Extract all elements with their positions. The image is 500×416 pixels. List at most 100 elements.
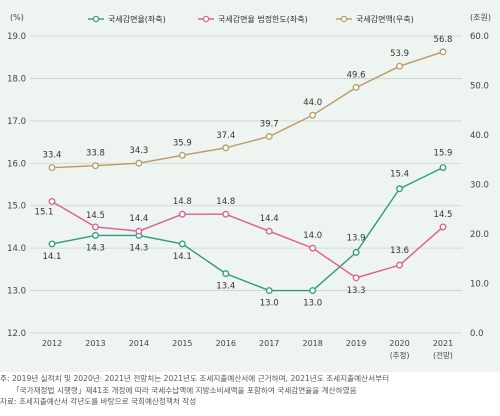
right-axis-tick-label: 20.0 [470,230,489,240]
x-axis-sublabel: (전망) [433,350,453,360]
data-point [222,210,230,218]
x-axis-tick-label: 2018 [302,339,322,348]
data-point [265,133,273,140]
data-point [352,274,360,282]
x-axis-tick-label: 2017 [259,339,279,348]
right-axis-tick-label: 60.0 [470,32,489,42]
right-axis-unit: (조원) [470,13,491,22]
data-point [396,62,404,70]
line-chart: 19.0 18.0 17.0 16.0 15.0 14.0 13.0 12.0 60.0 50.0… [7,13,491,360]
data-label: 14.0 [303,231,322,241]
data-label: 13.6 [390,246,409,256]
x-axis-sublabel: (추정) [390,350,410,360]
x-axis-tick-label: 2019 [346,339,366,348]
data-point [91,162,99,170]
data-label: 14.8 [173,197,192,207]
right-axis-tick-label: 10.0 [470,280,489,290]
data-label: 14.8 [216,197,235,207]
data-point [396,261,404,269]
data-point [222,270,230,278]
data-label: 15.1 [35,207,54,217]
data-label: 34.3 [129,146,148,156]
data-label: 37.4 [216,131,235,141]
data-label: 14.5 [86,211,105,221]
data-label: 35.9 [173,138,192,148]
data-point [352,84,360,91]
left-axis-tick-label: 14.0 [7,244,26,254]
x-axis-tick-label: 2020 [389,339,409,348]
left-axis-tick-label: 12.0 [7,329,26,339]
x-axis-tick-label: 2013 [85,339,105,348]
left-axis-tick-label: 15.0 [7,202,26,212]
series-line [51,200,444,279]
data-point [309,244,317,252]
legend-label: 국세감면율(좌축) [108,14,166,24]
data-point [178,210,186,218]
series-line [51,166,444,292]
data-label: 14.5 [434,210,453,220]
footnotes: 주: 2019년 실적치 및 2020년· 2021년 전망치는 2021년도 … [0,373,500,408]
right-axis-tick-label: 30.0 [470,181,489,191]
data-point [178,151,186,159]
left-axis-tick-label: 18.0 [7,74,26,84]
data-point [91,231,99,239]
data-label: 14.1 [173,252,192,262]
chart-panel: 19.0 18.0 17.0 16.0 15.0 14.0 13.0 12.0 60.0 50.0… [0,0,500,372]
data-point [48,240,56,248]
data-label: 14.3 [129,243,148,253]
data-point [439,164,447,171]
data-label: 13.3 [347,286,366,296]
data-label: 15.9 [434,149,453,159]
data-label: 14.4 [129,214,148,224]
data-point [309,111,317,119]
source-note: 자료: 조세지출예산서 각년도를 바탕으로 국회예산정책처 작성 [0,397,197,406]
data-point [222,144,230,152]
right-axis-tick-label: 0.0 [470,329,484,339]
data-label: 44.0 [303,98,322,108]
data-label: 33.4 [43,151,62,161]
left-axis-tick-label: 16.0 [7,159,26,169]
data-label: 56.8 [434,35,453,45]
series-line [51,51,444,169]
data-label: 13.9 [347,233,366,243]
data-point [265,287,273,295]
data-label: 13.0 [260,299,279,309]
data-label: 39.7 [260,119,279,129]
legend-label: 국세감면액(우축) [356,14,414,24]
legend-marker [340,15,348,23]
left-axis-unit: (%) [10,13,24,22]
data-point [48,198,56,205]
data-point [265,227,273,235]
data-label: 13.4 [216,282,235,292]
data-label: 14.3 [86,243,105,253]
data-label: 13.0 [303,299,322,309]
left-axis-tick-label: 17.0 [7,117,26,127]
data-label: 33.8 [86,149,105,159]
x-axis-tick-label: 2021 [433,339,453,348]
left-axis-tick-label: 19.0 [7,32,26,42]
right-axis-tick-label: 40.0 [470,131,489,141]
data-label: 14.4 [260,214,279,224]
data-point [48,164,56,172]
data-point [178,240,186,248]
data-point [439,223,447,231]
left-axis-tick-label: 13.0 [7,287,26,297]
data-point [309,287,317,295]
x-axis-tick-label: 2012 [42,339,62,348]
x-axis-tick-label: 2016 [216,339,236,348]
data-point [135,227,143,235]
data-label: 14.1 [43,252,62,262]
data-point [439,48,447,56]
legend-marker [202,15,210,23]
legend-marker [92,15,100,23]
data-label: 53.9 [390,49,409,59]
data-label: 49.6 [347,70,366,80]
legend-label: 국세감면율 법정한도(좌축) [218,14,308,24]
data-point [91,223,99,231]
data-point [396,185,404,193]
data-point [135,159,143,167]
footnote-line-2: 「국가재정법 시행령」제41조 개정에 따라 국세수납액에 지방소비세액을 포함… [12,385,357,395]
data-label: 15.4 [390,170,409,180]
footnote-line-1: 주: 2019년 실적치 및 2020년· 2021년 전망치는 2021년도 … [0,374,390,383]
